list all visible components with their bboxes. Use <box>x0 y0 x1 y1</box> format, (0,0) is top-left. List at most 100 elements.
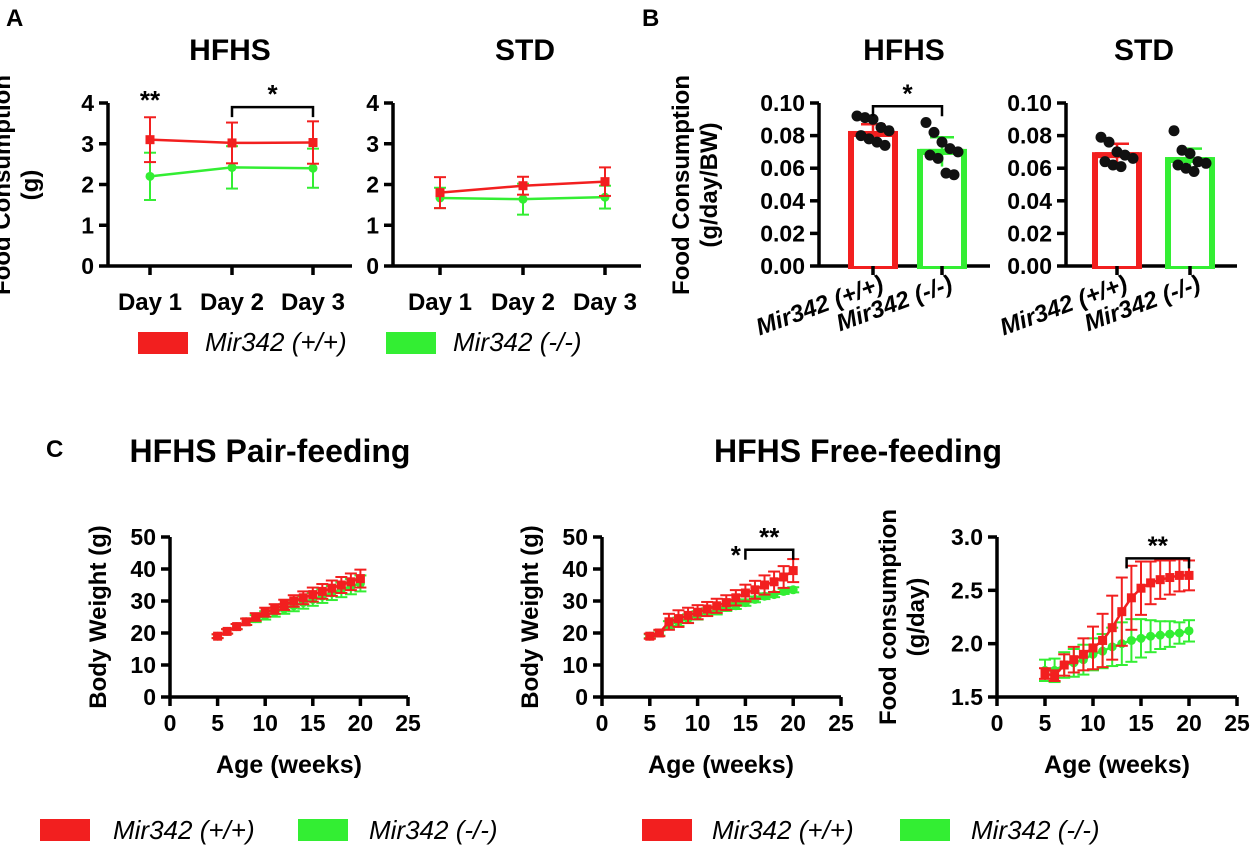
chart-title: STD <box>1114 34 1174 67</box>
data-point <box>1184 148 1196 160</box>
x-tick-label: 0 <box>991 710 1004 736</box>
data-point <box>645 631 655 641</box>
data-point <box>1146 631 1156 641</box>
data-point <box>317 586 327 596</box>
series-wt <box>144 116 319 165</box>
chart-title: HFHS <box>863 34 945 67</box>
chart-c-free-fc: 1.5 2.0 2.5 3.0 Food consumption(g/day) 0 5 10 1… <box>875 509 1250 779</box>
data-point <box>1136 633 1146 643</box>
data-point <box>750 585 760 595</box>
x-tick-label: 20 <box>1176 710 1202 736</box>
chart-c-free-bw: 0 10 20 30 40 50 Body Weight (g) 0 5 10 15 20 25 Age … <box>517 522 854 779</box>
significance-label: * <box>267 79 278 109</box>
data-point <box>227 162 237 172</box>
data-point <box>260 607 270 617</box>
data-point <box>600 192 610 202</box>
bar-inner <box>1098 158 1136 266</box>
significance-bracket <box>230 105 315 118</box>
legend-swatch-wt <box>642 819 692 841</box>
data-point <box>936 136 948 148</box>
data-point <box>145 171 155 181</box>
data-point <box>435 188 445 198</box>
panel-label-a: A <box>6 5 23 32</box>
chart-title: HFHS <box>189 34 271 67</box>
data-point <box>1107 623 1117 633</box>
y-axis-label-line: (g/day) <box>903 578 930 657</box>
x-tick-label: 5 <box>211 710 224 736</box>
y-axis-label: Body Weight (g) <box>85 525 112 709</box>
data-point <box>664 617 674 627</box>
data-point <box>760 580 770 590</box>
x-axis-label: Age (weeks) <box>216 751 362 779</box>
y-tick-label: 2 <box>366 172 379 198</box>
data-point <box>518 181 528 191</box>
legend-swatch-wt <box>138 332 188 354</box>
data-point <box>1127 152 1139 164</box>
x-axis-label: Age (weeks) <box>648 751 794 779</box>
y-tick-label: 0.00 <box>1007 253 1052 279</box>
data-point <box>1188 165 1200 177</box>
data-point <box>1040 669 1050 679</box>
data-point <box>788 585 798 595</box>
y-tick-label: 0 <box>366 253 379 279</box>
data-point <box>779 586 789 596</box>
data-point <box>308 138 318 148</box>
series-ko <box>1039 618 1195 684</box>
y-tick-label: 0.02 <box>1007 220 1052 246</box>
y-tick-label: 50 <box>130 524 156 550</box>
x-tick-label: 10 <box>685 710 711 736</box>
data-point <box>1136 583 1146 593</box>
y-tick-label: 0.06 <box>1007 155 1052 181</box>
chart-b-hfhs: 0.00 0.02 0.04 0.06 0.08 0.10 Food Consumption… <box>668 34 990 341</box>
chart-c-pair-bw: 0 10 20 30 40 50 Body Weight (g) 0 5 10 15 20 25 Age … <box>85 524 421 779</box>
data-point <box>298 593 308 603</box>
y-axis-label: Food Consumption(g/day/BW) <box>668 75 723 295</box>
y-tick-label: 0 <box>575 684 588 710</box>
data-point <box>308 163 318 173</box>
y-tick-label: 10 <box>562 652 588 678</box>
x-tick-label: 10 <box>252 710 278 736</box>
y-tick-label: 0.04 <box>760 188 805 214</box>
y-axis-label-line: Body Weight (g) <box>85 525 112 709</box>
y-tick-label: 50 <box>562 524 588 550</box>
data-point <box>1168 125 1180 137</box>
y-tick-label: 0.10 <box>1007 90 1052 116</box>
data-point <box>346 577 356 587</box>
chart-a-std: 0 1 2 3 4 STD Day 1 Day 2 Day 3 <box>366 34 641 316</box>
x-tick-label: 5 <box>1039 710 1052 736</box>
x-tick-label: 20 <box>780 710 806 736</box>
significance-bracket <box>744 548 795 560</box>
legend-label-wt: Mir342 (+/+) <box>113 815 255 845</box>
x-tick-label: 0 <box>164 710 177 736</box>
y-tick-label: 1 <box>81 212 94 238</box>
data-point <box>673 614 683 624</box>
y-tick-label: 30 <box>130 588 156 614</box>
data-point <box>270 604 280 614</box>
data-point <box>1098 635 1108 645</box>
y-tick-label: 1.5 <box>951 684 983 710</box>
y-tick-label: 40 <box>562 556 588 582</box>
legend-label-ko: Mir342 (-/-) <box>453 327 582 357</box>
data-point <box>693 607 703 617</box>
data-point <box>779 572 789 582</box>
series-wt <box>434 166 611 210</box>
significance-label: ** <box>759 522 780 552</box>
data-point <box>308 590 318 600</box>
x-tick-label: 25 <box>395 710 421 736</box>
y-tick-label: 3.0 <box>951 524 983 550</box>
data-point <box>336 580 346 590</box>
data-point <box>251 612 261 622</box>
data-point <box>883 125 895 137</box>
y-tick-label: 0.08 <box>1007 123 1052 149</box>
series-wt <box>211 568 367 641</box>
y-tick-label: 0 <box>143 684 156 710</box>
x-tick-label: 0 <box>596 710 609 736</box>
data-point <box>788 566 798 576</box>
y-tick-label: 0.10 <box>760 90 805 116</box>
series-wt <box>643 558 800 641</box>
y-tick-label: 0.08 <box>760 123 805 149</box>
y-axis-label: Food Consumption(g) <box>0 75 44 295</box>
y-tick-label: 1 <box>366 212 379 238</box>
section-title-free-feeding: HFHS Free-feeding <box>714 433 1002 469</box>
